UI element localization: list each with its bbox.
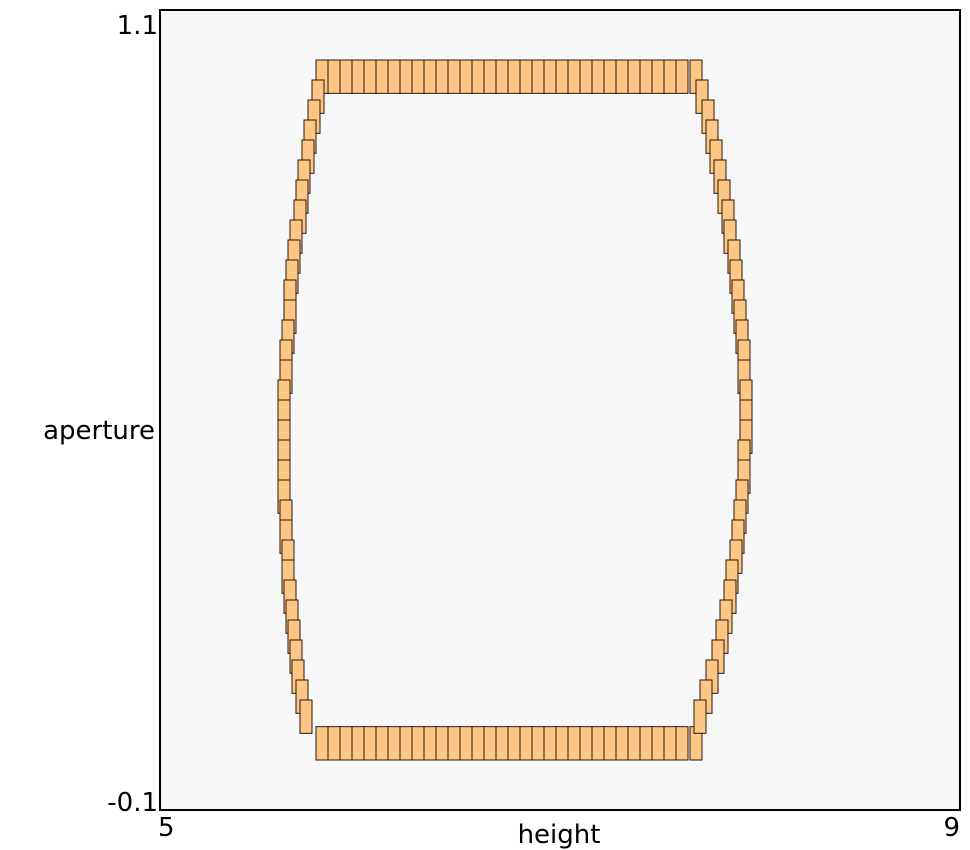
y-axis-label: aperture: [43, 416, 155, 446]
data-point: [339, 726, 353, 761]
data-point: [603, 59, 617, 94]
data-point: [531, 59, 545, 94]
data-point: [375, 59, 389, 94]
data-point: [411, 726, 425, 761]
data-point: [693, 699, 707, 734]
data-point: [675, 59, 689, 94]
data-point: [471, 59, 485, 94]
y-tick-label-top: 1.1: [117, 11, 158, 41]
data-point: [399, 726, 413, 761]
data-point: [519, 59, 533, 94]
data-point: [519, 726, 533, 761]
data-point: [387, 726, 401, 761]
data-point: [507, 59, 521, 94]
data-point: [639, 726, 653, 761]
data-point: [579, 59, 593, 94]
data-point: [531, 726, 545, 761]
data-point: [327, 59, 341, 94]
data-point: [423, 726, 437, 761]
x-tick-label-left: 5: [158, 813, 175, 843]
data-point: [567, 59, 581, 94]
data-point: [299, 699, 313, 734]
data-point: [459, 59, 473, 94]
data-point: [603, 726, 617, 761]
data-point: [495, 726, 509, 761]
y-tick-label-bottom: -0.1: [107, 788, 158, 818]
data-point: [363, 726, 377, 761]
x-tick-label-right: 9: [943, 813, 960, 843]
data-point: [543, 726, 557, 761]
data-marks: [277, 59, 753, 761]
data-point: [651, 726, 665, 761]
data-point: [639, 59, 653, 94]
data-point: [591, 59, 605, 94]
data-point: [435, 59, 449, 94]
data-point: [363, 59, 377, 94]
data-point: [627, 726, 641, 761]
data-point: [627, 59, 641, 94]
data-point: [387, 59, 401, 94]
data-point: [435, 726, 449, 761]
data-point: [615, 59, 629, 94]
data-point: [555, 59, 569, 94]
data-point: [483, 726, 497, 761]
data-point: [675, 726, 689, 761]
data-point: [327, 726, 341, 761]
data-point: [411, 59, 425, 94]
data-point: [483, 59, 497, 94]
data-point: [351, 59, 365, 94]
data-point: [447, 726, 461, 761]
data-point: [471, 726, 485, 761]
data-point: [423, 59, 437, 94]
data-point: [567, 726, 581, 761]
data-point: [315, 726, 329, 761]
data-point: [495, 59, 509, 94]
data-point: [399, 59, 413, 94]
data-point: [543, 59, 557, 94]
x-axis-label: height: [518, 820, 601, 850]
data-point: [507, 726, 521, 761]
data-point: [459, 726, 473, 761]
data-point: [375, 726, 389, 761]
data-point: [615, 726, 629, 761]
data-point: [579, 726, 593, 761]
data-point: [351, 726, 365, 761]
plot-frame: [159, 9, 961, 811]
data-point: [663, 59, 677, 94]
data-point: [651, 59, 665, 94]
data-point: [591, 726, 605, 761]
data-point: [339, 59, 353, 94]
data-point: [555, 726, 569, 761]
data-point: [663, 726, 677, 761]
data-point: [447, 59, 461, 94]
